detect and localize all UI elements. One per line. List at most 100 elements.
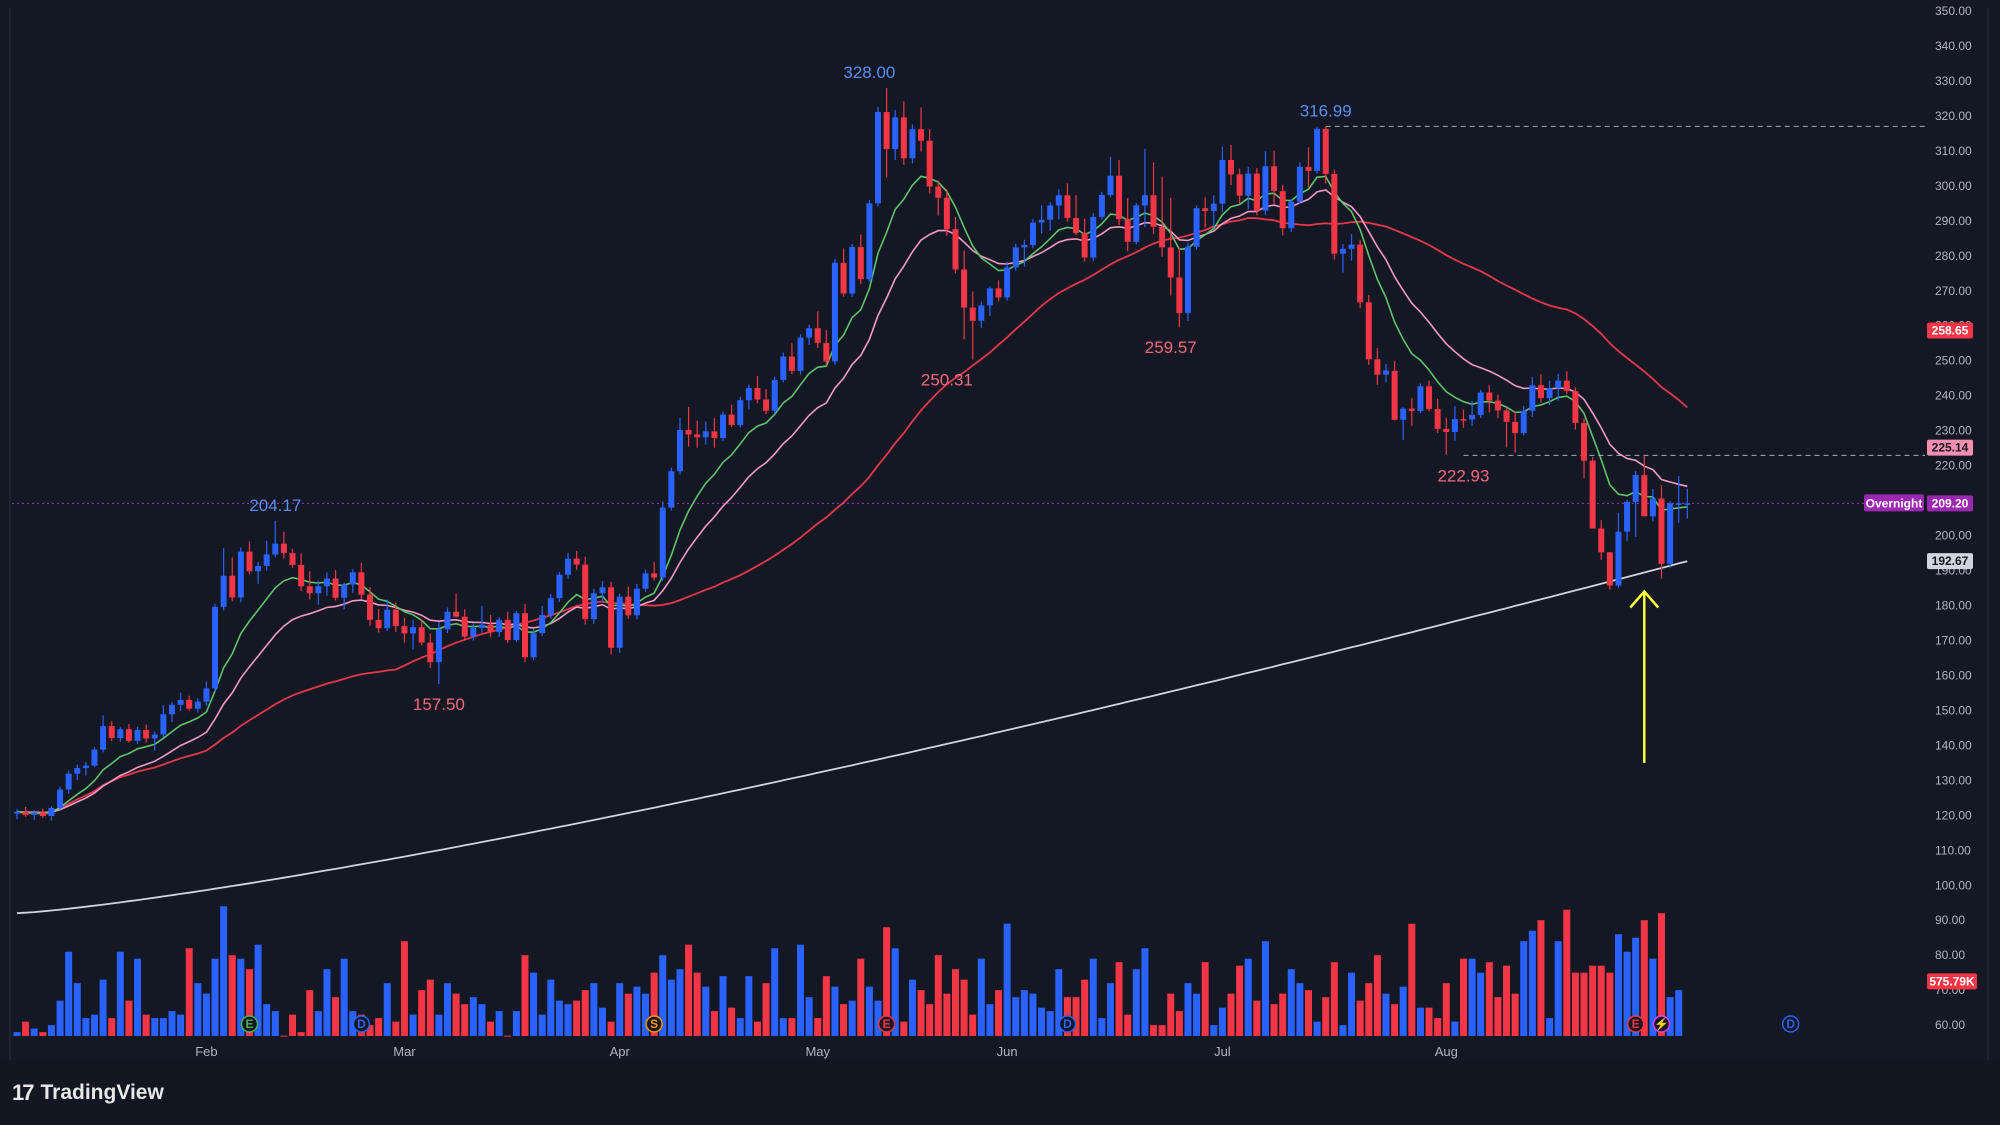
tradingview-logo-icon: 17 [12, 1080, 35, 1105]
candle-body [444, 611, 451, 630]
volume-bar [1554, 941, 1562, 1036]
volume-bar [383, 983, 391, 1036]
volume-bar [418, 990, 426, 1036]
candle-body [453, 611, 460, 617]
candle-body [1572, 391, 1579, 423]
time-axis-label: May [805, 1044, 830, 1059]
candle-body [1038, 219, 1045, 223]
time-axis-label: Apr [610, 1044, 631, 1059]
price-extreme-label: 259.57 [1145, 338, 1197, 357]
candle-body [332, 578, 339, 598]
price-axis-tick: 300.00 [1935, 179, 1972, 193]
volume-bar [1425, 1007, 1433, 1036]
event-marker-letter: ⚡ [1654, 1017, 1669, 1031]
candle-body [375, 619, 382, 629]
candle-body [513, 613, 520, 641]
candle-body [556, 574, 563, 599]
price-axis-tick: 240.00 [1935, 389, 1972, 403]
candle-body [1305, 166, 1312, 171]
candle-body [203, 688, 210, 702]
candle-body [642, 573, 649, 589]
volume-bar [1244, 958, 1252, 1036]
candle-body [788, 356, 795, 371]
volume-bar [409, 1014, 417, 1036]
candle-body [728, 414, 735, 426]
candle-body [1434, 408, 1441, 429]
volume-bar [1606, 972, 1614, 1036]
candle-body [1624, 501, 1631, 532]
price-tag-bg [1927, 553, 1973, 570]
candle-body [1391, 370, 1398, 420]
volume-bar [1675, 990, 1683, 1036]
volume-bar [995, 990, 1003, 1036]
volume-bar [934, 955, 942, 1036]
candlestick-chart[interactable]: 350.00 340.00 330.00 320.00 310.00 300.00 290.… [0, 0, 2000, 1060]
candle-body [1202, 208, 1209, 212]
candle-body [633, 588, 640, 616]
candle-body [1615, 531, 1622, 586]
price-tag-bg [1927, 973, 1977, 990]
volume-bar [478, 1004, 486, 1036]
candle-body [384, 609, 391, 629]
candle-body [1641, 475, 1648, 517]
volume-bar [202, 993, 210, 1036]
candle-body [435, 629, 442, 663]
candle-body [134, 729, 141, 741]
candle-body [797, 337, 804, 371]
candle-body [1081, 233, 1088, 258]
candle-body [1073, 218, 1080, 234]
candle-body [1159, 226, 1166, 248]
price-extreme-label: 222.93 [1437, 466, 1489, 485]
tradingview-logo[interactable]: 17 TradingView [12, 1080, 164, 1106]
event-marker-letter: E [883, 1017, 891, 1031]
volume-bar [1528, 930, 1536, 1036]
volume-bar [1089, 958, 1097, 1036]
volume-bar [1184, 983, 1192, 1036]
volume-bar [521, 955, 529, 1036]
volume-bar [1029, 993, 1037, 1036]
candle-body [892, 117, 899, 150]
event-marker-ring [1626, 1015, 1645, 1033]
price-tag-bg [1927, 439, 1973, 456]
volume-bar [547, 979, 555, 1036]
event-marker-ring [877, 1015, 896, 1033]
overnight-label-bg [1864, 494, 1924, 512]
candle-body [720, 414, 727, 438]
candle-body [771, 379, 778, 411]
candle-body [745, 387, 752, 401]
event-marker-letter: S [650, 1017, 658, 1031]
candle-body [392, 609, 399, 627]
candle-body [1357, 244, 1364, 303]
volume-bar [13, 1032, 21, 1036]
candle-body [151, 734, 158, 739]
volume-bar [332, 997, 340, 1036]
arrow-head [1629, 589, 1660, 609]
volume-bar [1408, 923, 1416, 1036]
volume-bar [487, 1021, 495, 1036]
chart-frame[interactable]: 350.00 340.00 330.00 320.00 310.00 300.00 290.… [0, 0, 2000, 1060]
volume-bar [1038, 1007, 1046, 1036]
volume-bar [1563, 909, 1571, 1036]
price-tag-bg [1927, 495, 1973, 512]
event-marker-icon: D [1058, 1015, 1077, 1033]
volume-bar [900, 1021, 908, 1036]
volume-bar [710, 1011, 718, 1036]
volume-bar [1150, 1025, 1158, 1036]
candle-body [616, 596, 623, 648]
volume-bar [495, 1011, 503, 1036]
candle-body [1555, 380, 1562, 389]
volume-bar [753, 1021, 761, 1036]
volume-bar [245, 969, 253, 1036]
volume-bar [461, 1004, 469, 1036]
volume-bar [366, 1025, 374, 1036]
time-axis-label: Jul [1214, 1044, 1231, 1059]
volume-bar [426, 979, 434, 1036]
candle-body [1124, 219, 1131, 242]
price-extreme-label: 316.99 [1300, 101, 1352, 120]
volume-bar [116, 951, 124, 1036]
price-axis-tick: 310.00 [1935, 144, 1972, 158]
volume-bar [1072, 997, 1080, 1036]
volume-bar [392, 1021, 400, 1036]
candle-body [22, 811, 29, 815]
candle-body [1228, 159, 1235, 175]
